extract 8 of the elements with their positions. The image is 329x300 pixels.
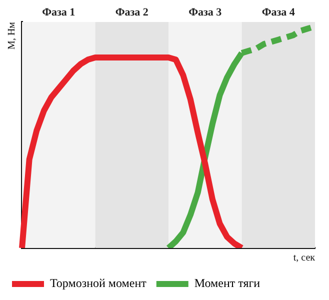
text: Фаза 1 xyxy=(42,6,76,18)
legend-label: Момент тяги xyxy=(194,276,261,290)
legend-label: Тормозной момент xyxy=(50,276,148,290)
text: Фаза 4 xyxy=(262,6,296,18)
text: Фаза 3 xyxy=(188,6,222,18)
x-axis-title: t, сек xyxy=(293,252,316,264)
text: Фаза 2 xyxy=(115,6,149,18)
y-axis-title: М, Нм xyxy=(6,21,18,50)
